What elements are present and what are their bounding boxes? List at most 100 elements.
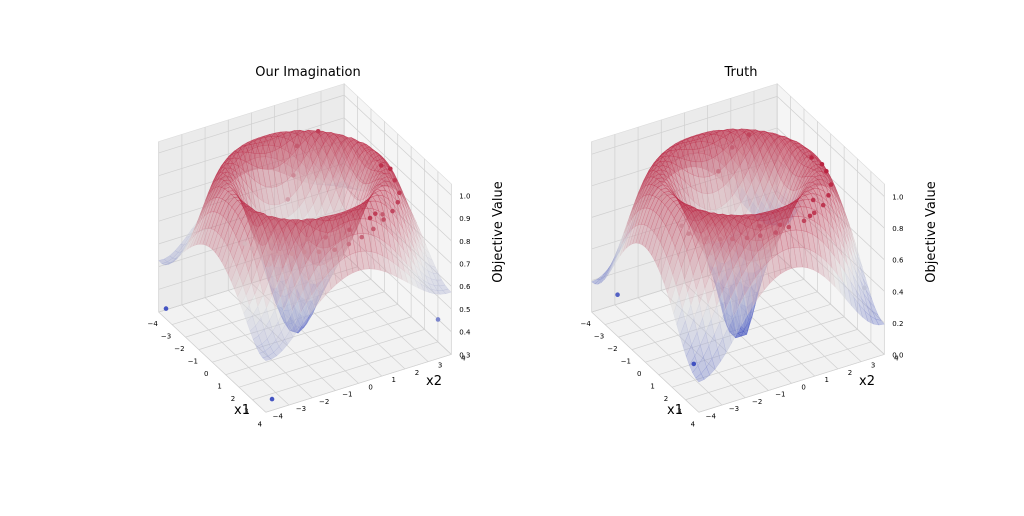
z-tick-label: 0.8: [892, 225, 903, 233]
sample-point: [773, 230, 779, 235]
z-tick-label: 0.2: [892, 320, 903, 328]
x-tick-label: 0: [204, 370, 208, 378]
gridline-z: [591, 96, 778, 155]
gridline-z: [343, 231, 452, 332]
sample-point: [285, 197, 291, 202]
sample-point: [304, 236, 310, 242]
surface-mesh: [591, 128, 885, 383]
y-axis-label: x2: [859, 374, 875, 389]
sample-point: [294, 143, 300, 149]
tick-labels: −4−3−2−101234−4−3−2−1012340.30.40.50.60.…: [148, 192, 471, 428]
z-axis-label: Objective Value: [924, 181, 939, 282]
sample-point: [373, 211, 378, 216]
sample-point: [757, 233, 763, 238]
sample-point: [704, 236, 709, 241]
y-tick-label: 1: [825, 376, 829, 384]
sample-point: [371, 226, 376, 232]
x-axis-label: x1: [234, 403, 250, 418]
surface-face: [695, 373, 705, 383]
gridline-z: [158, 117, 345, 177]
gridline-z: [343, 163, 452, 264]
sample-point: [347, 227, 352, 233]
gridline-y: [591, 311, 700, 413]
sample-point: [367, 215, 373, 221]
z-tick-label: 0.7: [459, 260, 470, 268]
gridline-x: [698, 354, 885, 413]
sample-point: [380, 212, 385, 217]
gridline-y: [274, 275, 382, 377]
z-tick-label: 0.4: [892, 288, 904, 296]
sample-point: [269, 396, 275, 402]
sample-point: [390, 208, 395, 214]
sample-point: [777, 222, 783, 228]
gridline-z: [776, 159, 885, 260]
sample-point: [717, 236, 723, 242]
gridline-z: [158, 231, 345, 290]
x-tick-label: 2: [664, 395, 668, 403]
sample-point: [746, 132, 752, 137]
x-tick-label: −2: [174, 345, 184, 353]
sample-point: [679, 223, 684, 229]
sample-point: [744, 235, 750, 241]
gridline-z: [776, 190, 885, 292]
sample-point: [381, 217, 386, 222]
sample-points: [615, 132, 867, 367]
gridline-z: [343, 208, 452, 310]
sample-point: [277, 250, 282, 256]
sample-point: [729, 145, 735, 150]
sample-point: [392, 178, 397, 183]
gridline-z: [591, 159, 778, 218]
x-tick-label: 2: [231, 395, 235, 403]
gridline-z: [343, 185, 452, 287]
sample-point: [346, 241, 352, 247]
y-tick-label: −4: [706, 412, 717, 420]
sample-point: [249, 246, 255, 251]
gridline-z: [776, 222, 885, 324]
y-tick-label: 0: [368, 383, 372, 391]
sample-point: [819, 161, 825, 167]
sample-point: [810, 197, 816, 203]
sample-point: [801, 218, 807, 224]
gridline-y: [181, 304, 290, 406]
gridline-y: [661, 290, 769, 391]
gridline-z: [343, 253, 452, 355]
sample-point: [316, 249, 322, 255]
x-tick-label: 1: [650, 383, 654, 391]
sample-point: [757, 223, 762, 229]
sample-point: [826, 193, 831, 198]
sample-point: [359, 234, 365, 240]
gridline-z: [158, 162, 345, 222]
sample-point: [824, 168, 829, 174]
sample-point: [315, 128, 321, 134]
sample-point: [615, 292, 620, 298]
x-tick-label: 4: [691, 420, 696, 428]
sample-point: [686, 231, 691, 236]
gridline-y: [730, 268, 839, 370]
z-tick-label: 0.8: [459, 238, 470, 246]
gridline-y: [707, 275, 815, 377]
gridline-z: [591, 222, 778, 281]
sample-point: [289, 251, 295, 256]
sample-point: [291, 172, 296, 178]
chart-title: Truth: [724, 65, 758, 80]
y-tick-label: −4: [273, 412, 284, 420]
x-tick-label: −3: [161, 333, 171, 341]
gridline-y: [251, 282, 359, 384]
gridline-y: [158, 311, 267, 413]
y-tick-label: 4: [894, 354, 899, 362]
z-tick-label: 0.9: [459, 215, 470, 223]
x-tick-label: 0: [637, 370, 641, 378]
gridline-z: [776, 253, 885, 355]
y-tick-label: −2: [752, 398, 762, 406]
y-axis-label: x2: [426, 374, 442, 389]
sample-point: [809, 155, 814, 160]
sample-point: [395, 199, 401, 205]
z-tick-label: 0.6: [459, 283, 471, 291]
sample-point: [323, 235, 328, 240]
y-tick-label: −3: [729, 405, 739, 413]
gridline-y: [204, 297, 313, 399]
sample-point: [163, 306, 169, 311]
sample-point: [302, 249, 307, 255]
surface-face: [262, 356, 272, 361]
